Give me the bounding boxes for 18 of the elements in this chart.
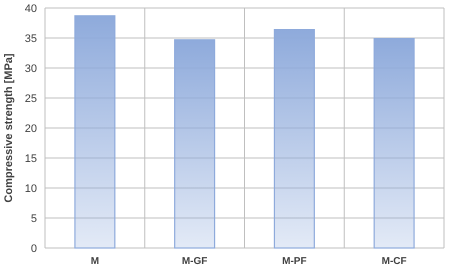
y-tick-label: 35	[24, 32, 37, 45]
y-axis-title: Compressive strength [MPa]	[3, 53, 15, 203]
y-tick-label: 30	[24, 62, 37, 75]
bar	[74, 15, 116, 249]
y-tick-label: 10	[24, 182, 37, 195]
x-tick-label: M-PF	[282, 256, 307, 267]
y-tick-label: 40	[24, 2, 37, 15]
x-tick-label: M-GF	[182, 256, 208, 267]
y-tick-label: 20	[24, 122, 37, 135]
bar	[274, 29, 315, 249]
y-tick-label: 5	[30, 212, 37, 225]
y-tick-label: 25	[24, 92, 37, 105]
bar	[374, 38, 415, 249]
y-tick-label: 15	[24, 152, 37, 165]
bar	[174, 39, 216, 249]
y-tick-label: 0	[30, 242, 37, 255]
x-tick-label: M-CF	[382, 256, 407, 267]
x-tick-label: M	[90, 256, 100, 267]
